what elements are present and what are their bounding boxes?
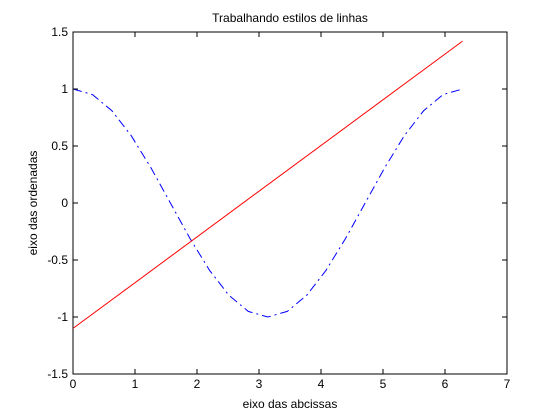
x-tick-label: 4 (318, 377, 325, 391)
series-line-1 (72, 40, 463, 329)
y-tick-label: 1 (61, 82, 68, 96)
y-tick-label: 1.5 (51, 25, 68, 39)
y-tick-label: -1.5 (47, 367, 68, 381)
y-tick-label: -1 (57, 310, 68, 324)
x-tick-label: 6 (442, 377, 449, 391)
x-tick-label: 2 (194, 377, 201, 391)
y-tick-label: -0.5 (47, 253, 68, 267)
series-layer (72, 40, 463, 329)
series-line-0 (72, 88, 463, 318)
y-tick-label: 0 (61, 196, 68, 210)
x-tick-label: 3 (256, 377, 263, 391)
plot-area (72, 31, 508, 375)
x-tick-label: 0 (70, 377, 77, 391)
y-tick-label: 0.5 (51, 139, 68, 153)
y-axis-label: eixo das ordenadas (26, 151, 40, 256)
chart-title: Trabalhando estilos de linhas (212, 11, 368, 25)
x-tick-label: 7 (504, 377, 511, 391)
x-axis-ticks: 0 1 2 3 4 5 6 7 (70, 32, 511, 391)
x-axis-label: eixo das abcissas (243, 397, 338, 411)
x-tick-label: 5 (380, 377, 387, 391)
x-tick-label: 1 (132, 377, 139, 391)
y-axis-ticks: -1.5 -1 -0.5 0 0.5 1 1.5 (47, 25, 507, 381)
